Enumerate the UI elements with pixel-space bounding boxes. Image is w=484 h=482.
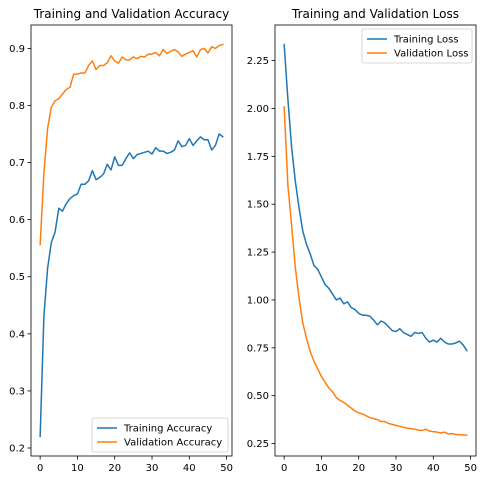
y-tick-label: 0.25 bbox=[247, 439, 269, 450]
loss-legend: Training Loss Validation Loss bbox=[362, 29, 472, 63]
y-tick-label: 1.25 bbox=[247, 248, 269, 259]
loss-chart-title: Training and Validation Loss bbox=[291, 7, 459, 21]
series-line-training-accuracy bbox=[40, 134, 223, 437]
accuracy-chart: Training and Validation Accuracy 0 10 20 30… bbox=[9, 7, 233, 474]
y-tick-label: 1.50 bbox=[247, 200, 269, 211]
y-tick-label: 0.7 bbox=[9, 158, 25, 169]
legend-label-validation-accuracy: Validation Accuracy bbox=[124, 438, 222, 449]
accuracy-legend: Training Accuracy Validation Accuracy bbox=[92, 418, 228, 452]
series-line-training-loss bbox=[284, 44, 467, 350]
x-tick-label: 10 bbox=[71, 463, 84, 474]
loss-series-lines bbox=[284, 44, 467, 435]
y-tick-label: 0.4 bbox=[9, 329, 25, 340]
y-tick-label: 2.25 bbox=[247, 56, 269, 67]
accuracy-x-ticks: 0 10 20 30 40 50 bbox=[37, 456, 233, 474]
x-tick-label: 50 bbox=[464, 463, 477, 474]
y-tick-label: 1.00 bbox=[247, 295, 269, 306]
y-tick-label: 0.50 bbox=[247, 391, 269, 402]
loss-y-ticks: 0.25 0.50 0.75 1.00 1.25 1.50 1.75 2.00 2.25 bbox=[247, 56, 275, 450]
y-tick-label: 0.9 bbox=[9, 44, 25, 55]
legend-label-training-loss: Training Loss bbox=[393, 35, 459, 46]
x-tick-label: 30 bbox=[146, 463, 159, 474]
y-tick-label: 0.75 bbox=[247, 343, 269, 354]
accuracy-chart-title: Training and Validation Accuracy bbox=[33, 7, 229, 21]
y-tick-label: 0.2 bbox=[9, 444, 25, 455]
y-tick-label: 0.8 bbox=[9, 101, 25, 112]
x-tick-label: 20 bbox=[352, 463, 365, 474]
x-tick-label: 30 bbox=[390, 463, 403, 474]
x-tick-label: 50 bbox=[220, 463, 233, 474]
y-tick-label: 0.3 bbox=[9, 386, 25, 397]
loss-chart: Training and Validation Loss 0 10 20 30 40 50… bbox=[247, 7, 477, 474]
series-line-validation-loss bbox=[284, 107, 467, 436]
y-tick-label: 2.00 bbox=[247, 104, 269, 115]
accuracy-series-lines bbox=[40, 44, 223, 436]
legend-label-training-accuracy: Training Accuracy bbox=[123, 424, 212, 435]
x-tick-label: 40 bbox=[183, 463, 196, 474]
accuracy-axes-frame bbox=[31, 25, 232, 456]
loss-x-ticks: 0 10 20 30 40 50 bbox=[281, 456, 477, 474]
legend-label-validation-loss: Validation Loss bbox=[394, 49, 469, 60]
x-tick-label: 10 bbox=[315, 463, 328, 474]
x-tick-label: 0 bbox=[37, 463, 43, 474]
y-tick-label: 1.75 bbox=[247, 152, 269, 163]
y-tick-label: 0.6 bbox=[9, 215, 25, 226]
x-tick-label: 0 bbox=[281, 463, 287, 474]
x-tick-label: 40 bbox=[427, 463, 440, 474]
accuracy-y-ticks: 0.2 0.3 0.4 0.5 0.6 0.7 0.8 0.9 bbox=[9, 44, 31, 455]
y-tick-label: 0.5 bbox=[9, 272, 25, 283]
x-tick-label: 20 bbox=[108, 463, 121, 474]
series-line-validation-accuracy bbox=[40, 44, 223, 244]
